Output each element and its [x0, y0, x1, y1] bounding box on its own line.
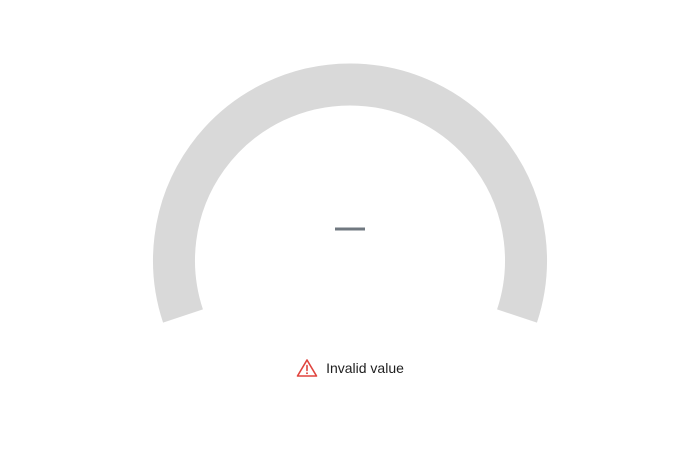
warning-triangle-icon	[296, 359, 318, 377]
gauge-arc	[153, 63, 547, 323]
validation-status: Invalid value	[0, 356, 700, 380]
validation-message: Invalid value	[326, 360, 404, 376]
gauge-value: —	[335, 211, 365, 244]
